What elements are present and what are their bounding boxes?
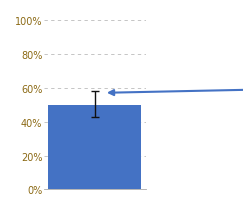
Text: Confidence
Interval: Confidence Interval xyxy=(109,77,243,99)
Bar xyxy=(48,105,141,190)
